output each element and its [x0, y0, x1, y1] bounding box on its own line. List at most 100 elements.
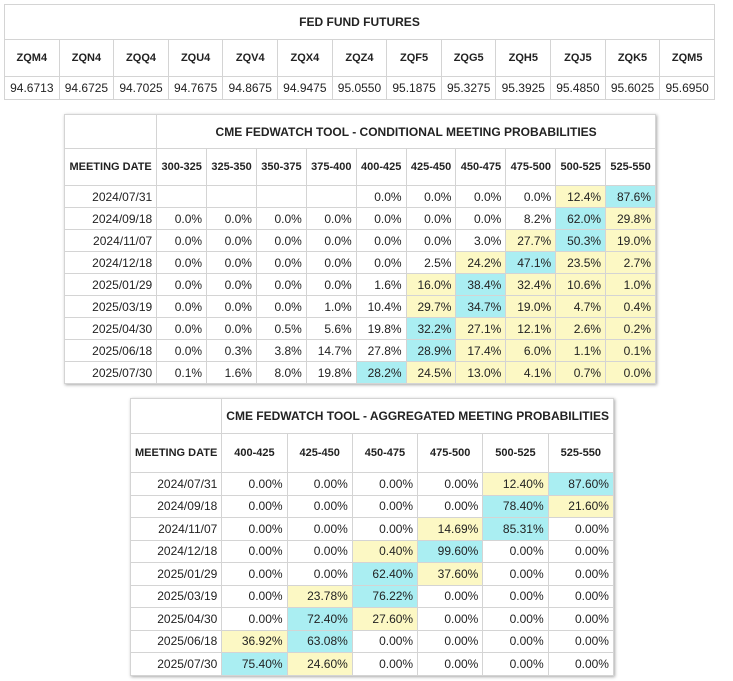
futures-price-cell: 94.9475	[277, 76, 333, 100]
aggregated-probability-cell: 0.00%	[221, 494, 288, 518]
aggregated-meeting-date: 2024/11/07	[129, 517, 223, 541]
conditional-probability-cell: 24.5%	[405, 361, 457, 384]
conditional-probability-cell: 0.0%	[305, 251, 357, 274]
aggregated-table-row: 2025/04/30 0.00% 72.40% 27.60% 0.00% 0.00% 0.0…	[129, 607, 614, 631]
aggregated-meeting-date: 2025/07/30	[129, 652, 223, 676]
futures-contract-label: ZQU4	[167, 39, 224, 77]
futures-contract-label: ZQX4	[277, 39, 333, 77]
aggregated-probability-cell: 0.00%	[286, 562, 353, 586]
conditional-table-row: 2025/01/29 0.0% 0.0% 0.0% 0.0% 1.6% 16.0% 38.4%…	[63, 273, 656, 296]
conditional-probability-cell: 0.0%	[305, 207, 357, 230]
aggregated-table-row: 2025/07/30 75.40% 24.60% 0.00% 0.00% 0.00% 0.0…	[129, 652, 614, 676]
conditional-probability-cell: 32.4%	[505, 273, 557, 296]
conditional-range-header: 350-375	[255, 148, 307, 186]
conditional-probability-cell	[156, 185, 208, 208]
conditional-probability-cell: 1.1%	[555, 339, 607, 362]
conditional-probability-cell: 1.0%	[305, 295, 357, 318]
aggregated-probability-cell: 0.40%	[351, 539, 419, 563]
aggregated-probability-cell: 0.00%	[221, 517, 288, 541]
futures-price-cell: 94.6713	[4, 76, 60, 100]
aggregated-probability-cell: 23.78%	[286, 584, 353, 608]
aggregated-probability-cell: 0.00%	[351, 494, 419, 518]
aggregated-probability-cell: 0.00%	[286, 517, 353, 541]
aggregated-probability-cell: 0.00%	[547, 607, 614, 631]
conditional-range-header: 500-525	[555, 148, 607, 186]
aggregated-body: 2024/07/31 0.00% 0.00% 0.00% 0.00% 12.40% 87.6…	[129, 472, 614, 676]
aggregated-meeting-date: 2025/06/18	[129, 629, 223, 653]
aggregated-probability-cell: 0.00%	[417, 652, 484, 676]
aggregated-probability-cell: 63.08%	[286, 629, 353, 653]
aggregated-range-header: 450-475	[351, 433, 419, 473]
conditional-meeting-date: 2025/04/30	[63, 317, 158, 340]
conditional-probability-cell: 8.0%	[255, 361, 307, 384]
conditional-meeting-date: 2025/06/18	[63, 339, 158, 362]
aggregated-probability-cell: 12.40%	[482, 472, 549, 496]
conditional-range-header: 300-325	[156, 148, 208, 186]
aggregated-probability-cell: 0.00%	[482, 629, 549, 653]
futures-contract-label: ZQK5	[604, 39, 661, 77]
conditional-body: 2024/07/31 0.0% 0.0% 0.0% 0.0% 12.4% 87.6% 2024…	[63, 185, 656, 384]
conditional-probabilities-table: CME FEDWATCH TOOL - CONDITIONAL MEETING …	[63, 114, 656, 384]
futures-contract-label: ZQV4	[222, 39, 279, 77]
aggregated-probability-cell: 0.00%	[417, 607, 484, 631]
aggregated-probability-cell: 78.40%	[482, 494, 549, 518]
aggregated-probability-cell: 0.00%	[547, 584, 614, 608]
aggregated-table-row: 2024/12/18 0.00% 0.00% 0.40% 99.60% 0.00% 0.00…	[129, 539, 614, 563]
aggregated-probability-cell: 0.00%	[547, 652, 614, 676]
futures-contract-label: ZQJ5	[550, 39, 606, 77]
conditional-probability-cell	[305, 185, 357, 208]
conditional-table-row: 2024/12/18 0.0% 0.0% 0.0% 0.0% 0.0% 2.5% 24.2% 4…	[63, 251, 656, 274]
futures-price-cell: 94.8675	[222, 76, 279, 100]
conditional-probability-cell: 27.1%	[455, 317, 507, 340]
conditional-probability-cell: 0.0%	[505, 185, 557, 208]
aggregated-probability-cell: 37.60%	[417, 562, 484, 586]
conditional-probability-cell	[255, 185, 307, 208]
conditional-probability-cell: 0.7%	[555, 361, 607, 384]
aggregated-probability-cell: 0.00%	[351, 652, 419, 676]
conditional-range-header: 375-400	[305, 148, 357, 186]
conditional-probability-cell: 0.0%	[156, 317, 208, 340]
conditional-probability-cell: 8.2%	[505, 207, 557, 230]
aggregated-probability-cell: 0.00%	[221, 472, 288, 496]
futures-price-cell: 94.6725	[58, 76, 115, 100]
conditional-probability-cell: 16.0%	[405, 273, 457, 296]
conditional-title-spacer	[63, 114, 158, 149]
conditional-probability-cell: 0.0%	[255, 229, 307, 252]
aggregated-probability-cell: 62.40%	[351, 562, 419, 586]
futures-contract-label: ZQH5	[495, 39, 552, 77]
conditional-table-row: 2025/06/18 0.0% 0.3% 3.8% 14.7% 27.8% 28.9% 17.…	[63, 339, 656, 362]
conditional-probability-cell	[206, 185, 257, 208]
conditional-probability-cell: 0.0%	[455, 185, 507, 208]
aggregated-meeting-date: 2025/03/19	[129, 584, 223, 608]
conditional-probability-cell: 62.0%	[555, 207, 607, 230]
aggregated-probability-cell: 0.00%	[482, 562, 549, 586]
aggregated-header-row: MEETING DATE 400-425 425-450 450-475 475-500…	[129, 433, 614, 473]
aggregated-probability-cell: 76.22%	[351, 584, 419, 608]
aggregated-probability-cell: 0.00%	[417, 584, 484, 608]
conditional-meeting-date: 2024/11/07	[63, 229, 158, 252]
conditional-probability-cell: 0.1%	[156, 361, 208, 384]
futures-price-cell: 95.6950	[659, 76, 715, 100]
conditional-probability-cell: 10.6%	[555, 273, 607, 296]
conditional-probability-cell: 13.0%	[455, 361, 507, 384]
conditional-probability-cell: 10.4%	[355, 295, 407, 318]
aggregated-table-row: 2024/07/31 0.00% 0.00% 0.00% 0.00% 12.40% 87.6…	[129, 472, 614, 496]
conditional-header-row: MEETING DATE 300-325 325-350 350-375 375-400…	[63, 148, 656, 186]
futures-price-cell: 95.1875	[386, 76, 442, 100]
conditional-probability-cell: 19.0%	[605, 229, 656, 252]
aggregated-probability-cell: 24.60%	[286, 652, 353, 676]
conditional-probability-cell: 0.3%	[206, 339, 257, 362]
conditional-title: CME FEDWATCH TOOL - CONDITIONAL MEETING …	[156, 114, 656, 149]
conditional-probability-cell: 5.6%	[305, 317, 357, 340]
aggregated-probability-cell: 0.00%	[351, 517, 419, 541]
conditional-probability-cell: 32.2%	[405, 317, 457, 340]
aggregated-probability-cell: 0.00%	[417, 494, 484, 518]
conditional-probability-cell: 19.8%	[355, 317, 407, 340]
aggregated-probability-cell: 0.00%	[482, 584, 549, 608]
conditional-probability-cell: 0.0%	[405, 185, 457, 208]
aggregated-probability-cell: 85.31%	[482, 517, 549, 541]
conditional-probability-cell: 0.0%	[156, 339, 208, 362]
futures-contract-label: ZQF5	[386, 39, 442, 77]
conditional-probability-cell: 0.2%	[605, 317, 656, 340]
aggregated-probability-cell: 0.00%	[417, 629, 484, 653]
